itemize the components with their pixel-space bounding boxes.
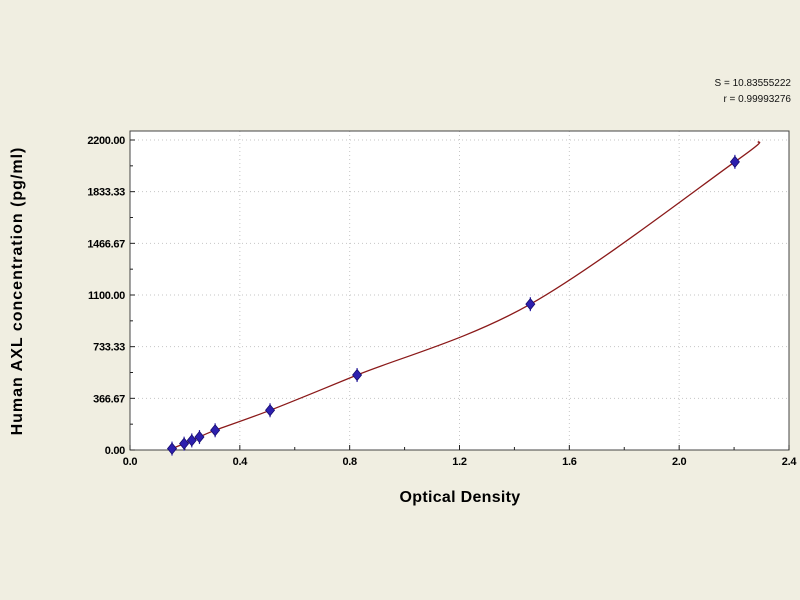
- y-tick-label: 1466.67: [87, 238, 125, 250]
- x-tick-label: 0.0: [123, 456, 138, 468]
- x-tick-label: 0.8: [342, 456, 357, 468]
- x-tick-label: 0.4: [233, 456, 249, 468]
- x-tick-label: 2.0: [672, 456, 687, 468]
- data-point: [210, 424, 221, 437]
- x-tick-label: 1.6: [562, 456, 577, 468]
- fit-stat-s: S = 10.83555222: [714, 78, 791, 89]
- data-point: [194, 430, 205, 444]
- data-point: [179, 437, 190, 450]
- x-tick-label: 1.2: [452, 456, 467, 468]
- y-tick-label: 733.33: [93, 342, 125, 354]
- y-tick-label: 0.00: [105, 445, 125, 457]
- plot-area: [130, 131, 789, 450]
- x-tick-label: 2.4: [782, 456, 798, 468]
- fit-stat-r: r = 0.99993276: [723, 94, 791, 105]
- fit-statistics: S = 10.83555222 r = 0.99993276: [715, 76, 791, 108]
- data-point: [186, 434, 197, 447]
- data-point: [525, 298, 536, 311]
- y-tick-label: 1833.33: [87, 187, 125, 199]
- data-point: [265, 404, 276, 417]
- data-point: [729, 155, 740, 168]
- y-tick-label: 1100.00: [88, 290, 125, 302]
- x-axis-title: Optical Density: [399, 489, 521, 506]
- data-point: [352, 368, 363, 382]
- y-tick-label: 366.67: [93, 393, 125, 405]
- y-tick-label: 2200.00: [87, 135, 125, 147]
- data-point: [166, 442, 178, 455]
